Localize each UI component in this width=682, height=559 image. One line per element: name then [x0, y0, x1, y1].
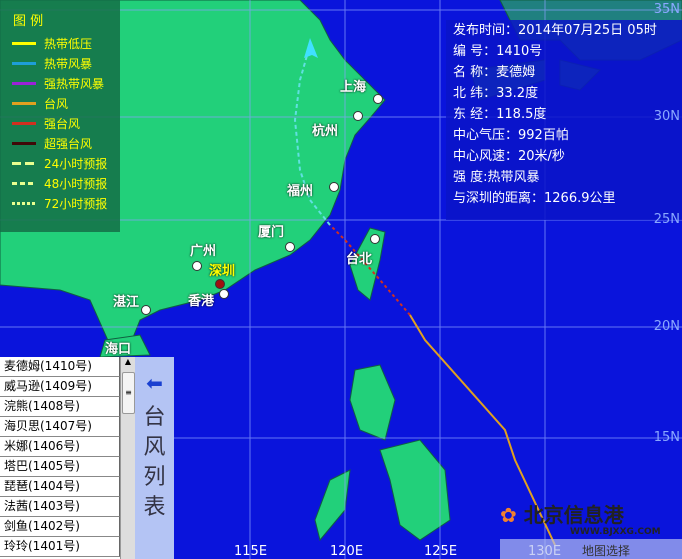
- city-label: 厦门: [258, 225, 285, 240]
- city-marker: [192, 261, 202, 271]
- legend-swatch: [12, 61, 36, 65]
- lat-label: 20N: [653, 319, 680, 334]
- legend-item: 超强台风: [12, 134, 92, 152]
- lat-label: 30N: [653, 109, 680, 124]
- legend-label: 台风: [44, 96, 69, 111]
- info-line: 与深圳的距离：1266.9公里: [453, 191, 616, 206]
- legend-swatch: [12, 101, 36, 105]
- philippines: [314, 364, 451, 542]
- legend-swatch: [12, 141, 36, 145]
- info-line: 中心风速：20米/秒: [453, 149, 565, 164]
- taiwan: [349, 227, 386, 301]
- typhoon-list-item[interactable]: 琵琶(1404号): [0, 477, 120, 497]
- typhoon-list-item[interactable]: 浣熊(1408号): [0, 397, 120, 417]
- city-marker: [353, 111, 363, 121]
- legend: 图 例 热带低压热带风暴强热带风暴台风强台风超强台风 24小时预报 48小时预报 72…: [0, 0, 120, 232]
- legend-item: 强台风: [12, 114, 80, 132]
- track-strong: [329, 224, 411, 316]
- scroll-thumb[interactable]: ≡: [122, 372, 135, 414]
- legend-swatch: [12, 121, 36, 125]
- logo-text: 北京信息港: [523, 503, 624, 527]
- legend-label: 热带风暴: [44, 56, 93, 71]
- info-line: 名 称：麦德姆: [453, 65, 536, 80]
- lon-label: 120E: [330, 544, 364, 559]
- legend-swatch: [12, 201, 36, 205]
- map-select-bar[interactable]: 地图选择: [500, 539, 682, 559]
- city-label: 上海: [340, 80, 367, 95]
- legend-label: 48小时预报: [44, 176, 108, 191]
- legend-label: 24小时预报: [44, 156, 108, 171]
- city-label: 深圳: [209, 264, 236, 279]
- lat-label: 35N: [653, 2, 680, 17]
- typhoon-list-toggle[interactable]: ⬅ 台风列表: [135, 357, 174, 559]
- lat-label: 25N: [653, 212, 680, 227]
- info-line: 发布时间：2014年07月25日 05时: [453, 23, 657, 38]
- legend-label: 强台风: [44, 116, 81, 131]
- typhoon-list-item[interactable]: 玲玲(1401号): [0, 537, 120, 557]
- legend-label: 超强台风: [44, 136, 93, 151]
- hainan: [99, 334, 151, 358]
- legend-title: 图 例: [13, 14, 44, 29]
- city-label: 台北: [346, 252, 373, 267]
- lon-label: 125E: [424, 544, 458, 559]
- typhoon-list-item[interactable]: 威马逊(1409号): [0, 377, 120, 397]
- city-marker: [141, 305, 151, 315]
- city-marker: [329, 182, 339, 192]
- city-label: 杭州: [312, 124, 339, 139]
- track-typhoon: [409, 314, 556, 546]
- logo-url: WWW.BJXXG.COM: [570, 527, 661, 537]
- city-label: 湛江: [113, 295, 140, 310]
- legend-item: 热带低压: [12, 34, 92, 52]
- info-line: 强 度:热带风暴: [453, 170, 540, 185]
- city-label: 香港: [188, 294, 215, 309]
- typhoon-list-item[interactable]: 米娜(1406号): [0, 437, 120, 457]
- city-marker: [215, 279, 225, 289]
- typhoon-list-item[interactable]: 海贝思(1407号): [0, 417, 120, 437]
- logo: ✿ 北京信息港 WWW.BJXXG.COM: [500, 503, 661, 538]
- city-marker: [370, 234, 380, 244]
- map-select-label: 地图选择: [582, 544, 631, 558]
- arrow-left-icon: ⬅: [146, 371, 163, 395]
- city-marker: [285, 242, 295, 252]
- typhoon-list-item[interactable]: 剑鱼(1402号): [0, 517, 120, 537]
- typhoon-list: 麦德姆(1410号) 威马逊(1409号) 浣熊(1408号) 海贝思(1407号) 米…: [0, 357, 120, 559]
- legend-swatch: [12, 181, 36, 185]
- lat-label: 15N: [653, 430, 680, 445]
- legend-label: 热带低压: [44, 36, 93, 51]
- lon-label: 115E: [234, 544, 268, 559]
- legend-label: 72小时预报: [44, 196, 108, 211]
- typhoon-list-item[interactable]: 法茜(1403号): [0, 497, 120, 517]
- city-marker: [373, 94, 383, 104]
- typhoon-info-panel: 发布时间：2014年07月25日 05时编 号：1410号名 称：麦德姆北 纬：…: [446, 20, 682, 220]
- side-label: 台风列表: [143, 405, 166, 520]
- legend-label: 强热带风暴: [44, 76, 105, 91]
- city-label: 福州: [287, 184, 314, 199]
- legend-item: 72小时预报: [12, 194, 107, 212]
- city-marker: [219, 289, 229, 299]
- legend-item: 48小时预报: [12, 174, 107, 192]
- legend-swatch: [12, 81, 36, 85]
- legend-item: 台风: [12, 94, 68, 112]
- list-scrollbar[interactable]: ▲ ≡: [120, 357, 135, 559]
- legend-swatch: [12, 41, 36, 45]
- scroll-up-icon[interactable]: ▲: [124, 357, 132, 366]
- info-line: 北 纬：33.2度: [453, 86, 539, 101]
- city-label: 海口: [105, 342, 132, 357]
- legend-item: 24小时预报: [12, 154, 107, 172]
- city-label: 广州: [190, 244, 217, 259]
- info-line: 东 经：118.5度: [453, 107, 547, 122]
- legend-swatch: [12, 161, 36, 165]
- typhoon-list-item[interactable]: 塔巴(1405号): [0, 457, 120, 477]
- forecast-arrow-icon: [304, 38, 318, 58]
- typhoon-list-item[interactable]: 麦德姆(1410号): [0, 357, 120, 377]
- logo-icon: ✿: [500, 503, 517, 527]
- legend-item: 强热带风暴: [12, 74, 104, 92]
- info-line: 中心气压：992百帕: [453, 128, 569, 143]
- legend-item: 热带风暴: [12, 54, 92, 72]
- info-line: 编 号：1410号: [453, 44, 543, 59]
